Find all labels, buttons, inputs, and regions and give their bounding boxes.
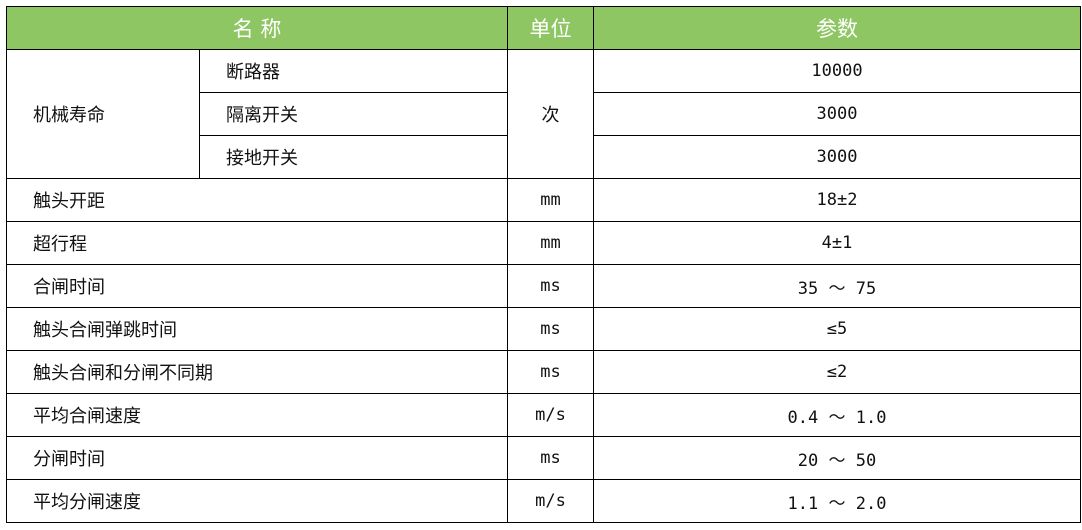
table-row: 机械寿命 断路器 次 10000	[6, 49, 1081, 179]
header-name: 名 称	[6, 6, 508, 50]
table-row: 平均合闸速度 m/s 0.4 ～ 1.0	[6, 393, 1081, 437]
life-item-name: 断路器	[199, 49, 508, 93]
life-item-name: 接地开关	[199, 135, 508, 179]
row-unit: ms	[507, 307, 594, 351]
header-row: 名 称 单位 参数	[6, 6, 1081, 50]
life-item-name: 隔离开关	[199, 92, 508, 136]
parameters-table: 名 称 单位 参数 机械寿命 断路器 次 10000 隔离开关 3000 接地开…	[6, 6, 1081, 523]
row-name: 平均分闸速度	[6, 479, 508, 523]
row-name: 超行程	[6, 221, 508, 265]
table-row: 分闸时间 ms 20 ～ 50	[6, 436, 1081, 480]
row-unit: ms	[507, 350, 594, 394]
row-value: 1.1 ～ 2.0	[593, 479, 1081, 523]
row-name: 触头开距	[6, 178, 508, 222]
row-unit: ms	[507, 264, 594, 308]
row-name: 合闸时间	[6, 264, 508, 308]
row-unit: mm	[507, 178, 594, 222]
table-row: 平均分闸速度 m/s 1.1 ～ 2.0	[6, 479, 1081, 523]
row-value: 18±2	[593, 178, 1081, 222]
row-name: 触头合闸弹跳时间	[6, 307, 508, 351]
life-unit: 次	[507, 49, 594, 179]
table-row: 隔离开关 3000	[7, 92, 1081, 136]
life-item-value: 3000	[593, 92, 1081, 136]
row-unit: ms	[507, 436, 594, 480]
table-row: 接地开关 3000	[7, 135, 1081, 179]
row-value: ≤2	[593, 350, 1081, 394]
row-unit: m/s	[507, 479, 594, 523]
row-name: 触头合闸和分闸不同期	[6, 350, 508, 394]
header-unit: 单位	[507, 6, 594, 50]
life-label: 机械寿命	[6, 49, 200, 179]
table-row: 触头开距 mm 18±2	[6, 178, 1081, 222]
header-param: 参数	[593, 6, 1081, 50]
row-value: 20 ～ 50	[593, 436, 1081, 480]
row-value: 35 ～ 75	[593, 264, 1081, 308]
table-row: 合闸时间 ms 35 ～ 75	[6, 264, 1081, 308]
life-item-value: 3000	[593, 135, 1081, 179]
row-unit: m/s	[507, 393, 594, 437]
row-value: 4±1	[593, 221, 1081, 265]
life-item-value: 10000	[593, 49, 1081, 93]
table-row: 触头合闸弹跳时间 ms ≤5	[6, 307, 1081, 351]
table-row: 触头合闸和分闸不同期 ms ≤2	[6, 350, 1081, 394]
row-name: 平均合闸速度	[6, 393, 508, 437]
table-row: 超行程 mm 4±1	[6, 221, 1081, 265]
row-name: 分闸时间	[6, 436, 508, 480]
row-value: ≤5	[593, 307, 1081, 351]
row-value: 0.4 ～ 1.0	[593, 393, 1081, 437]
row-unit: mm	[507, 221, 594, 265]
